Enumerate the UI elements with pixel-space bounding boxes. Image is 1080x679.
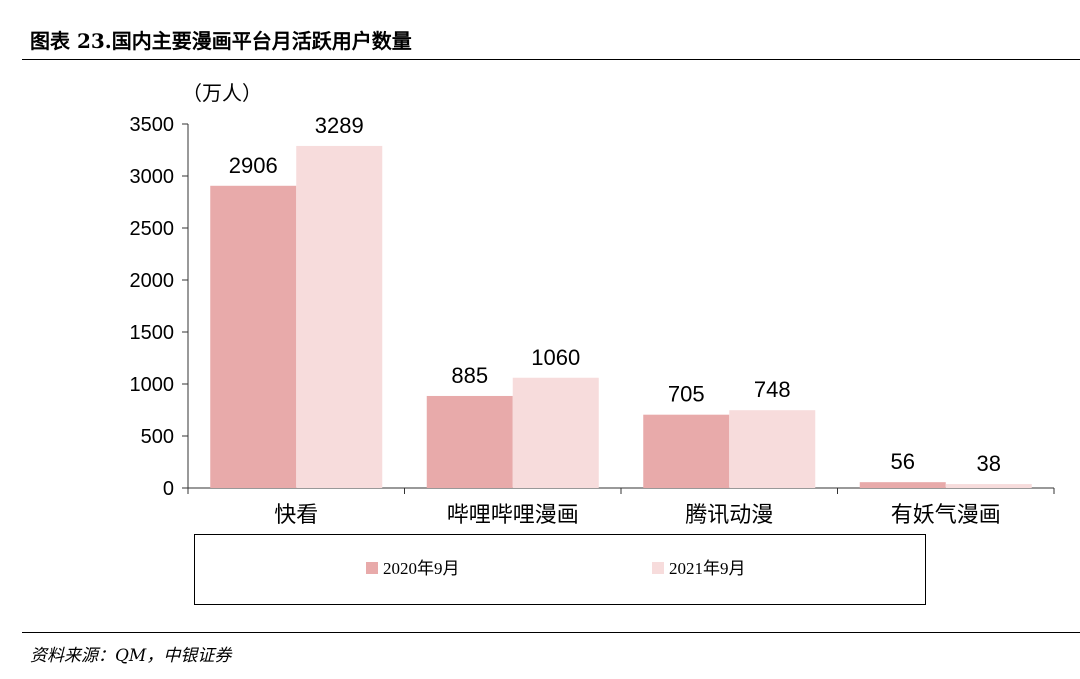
y-tick-label: 500 [141, 426, 174, 448]
chart-data-labels: 2906 885 705 56 3289 1060 748 38 [229, 113, 1001, 476]
legend-box [194, 534, 926, 605]
title-rule [22, 59, 1080, 60]
bar-value-label: 885 [451, 363, 488, 388]
bar-value-label: 38 [977, 451, 1001, 476]
bar-value-label: 56 [891, 449, 915, 474]
bar [945, 484, 1032, 488]
bar [643, 414, 730, 488]
bar [210, 185, 297, 488]
x-category-label: 哔哩哔哩漫画 [447, 503, 579, 528]
source-rule [22, 632, 1080, 633]
x-category-label: 腾讯动漫 [685, 503, 773, 528]
legend-label: 2020年9月 [383, 559, 460, 578]
chart-legend: 2020年9月 2021年9月 [194, 534, 926, 605]
x-category-label: 快看 [274, 503, 318, 528]
source-note: 资料来源：QM，中银证券 [30, 646, 232, 666]
chart-bars [210, 145, 1032, 488]
bar [512, 377, 599, 488]
bar-value-label: 3289 [315, 113, 364, 138]
bar [296, 145, 383, 488]
bar-chart: （万人） 0 500 1000 1500 2000 2500 3000 3500 快看 哔哩哔哩漫… [130, 81, 1055, 605]
y-unit-label: （万人） [182, 81, 262, 105]
bar-value-label: 1060 [531, 345, 580, 370]
y-tick-label: 3000 [130, 166, 175, 188]
bar-value-label: 705 [668, 382, 705, 407]
y-tick-label: 2000 [130, 270, 175, 292]
legend-label: 2021年9月 [669, 559, 746, 578]
y-tick-label: 1000 [130, 374, 175, 396]
x-category-label: 有妖气漫画 [891, 503, 1001, 528]
bar-value-label: 748 [754, 377, 791, 402]
bar [426, 395, 513, 488]
legend-swatch [652, 562, 664, 574]
y-tick-label: 0 [163, 478, 174, 500]
bar [729, 410, 816, 488]
bar [859, 482, 946, 488]
y-tick-label: 3500 [130, 114, 175, 136]
y-tick-label: 1500 [130, 322, 175, 344]
legend-swatch [366, 562, 378, 574]
figure-title: 图表 23.国内主要漫画平台月活跃用户数量 [30, 29, 412, 53]
bar-value-label: 2906 [229, 153, 278, 178]
y-tick-label: 2500 [130, 218, 175, 240]
